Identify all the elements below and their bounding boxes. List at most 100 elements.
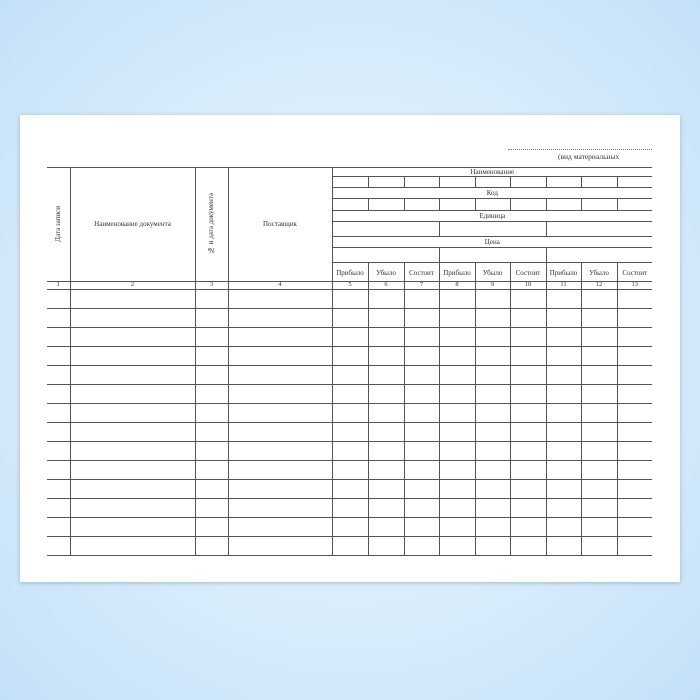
entry-cell[interactable] [474, 289, 511, 309]
entry-cell[interactable] [509, 403, 547, 423]
entry-cell[interactable] [474, 403, 511, 423]
entry-cell[interactable] [616, 441, 653, 461]
entry-cell[interactable] [616, 308, 653, 328]
entry-cell[interactable] [616, 479, 653, 499]
input-cell[interactable] [616, 176, 653, 188]
entry-cell[interactable] [580, 479, 618, 499]
entry-cell[interactable] [367, 384, 405, 404]
entry-cell[interactable] [194, 441, 229, 461]
input-cell[interactable] [438, 176, 476, 188]
entry-cell[interactable] [227, 365, 333, 385]
entry-cell[interactable] [69, 308, 196, 328]
entry-cell[interactable] [580, 289, 618, 309]
entry-cell[interactable] [47, 403, 71, 423]
entry-cell[interactable] [194, 308, 229, 328]
entry-cell[interactable] [616, 403, 653, 423]
entry-cell[interactable] [47, 536, 71, 556]
entry-cell[interactable] [438, 498, 476, 518]
entry-cell[interactable] [474, 384, 511, 404]
entry-cell[interactable] [403, 479, 440, 499]
entry-cell[interactable] [438, 289, 476, 309]
entry-cell[interactable] [367, 422, 405, 442]
entry-cell[interactable] [474, 422, 511, 442]
entry-cell[interactable] [331, 289, 369, 309]
input-cell[interactable] [509, 198, 547, 211]
entry-cell[interactable] [227, 327, 333, 347]
entry-cell[interactable] [69, 384, 196, 404]
entry-cell[interactable] [403, 403, 440, 423]
entry-cell[interactable] [509, 384, 547, 404]
entry-cell[interactable] [438, 308, 476, 328]
entry-cell[interactable] [403, 384, 440, 404]
entry-cell[interactable] [545, 536, 582, 556]
entry-cell[interactable] [403, 498, 440, 518]
entry-cell[interactable] [331, 365, 369, 385]
entry-cell[interactable] [403, 422, 440, 442]
entry-cell[interactable] [69, 422, 196, 442]
entry-cell[interactable] [545, 479, 582, 499]
entry-cell[interactable] [194, 346, 229, 366]
entry-cell[interactable] [580, 498, 618, 518]
entry-cell[interactable] [331, 498, 369, 518]
entry-cell[interactable] [616, 289, 653, 309]
entry-cell[interactable] [331, 422, 369, 442]
entry-cell[interactable] [438, 460, 476, 480]
entry-cell[interactable] [194, 365, 229, 385]
entry-cell[interactable] [580, 460, 618, 480]
entry-cell[interactable] [367, 498, 405, 518]
entry-cell[interactable] [331, 479, 369, 499]
entry-cell[interactable] [367, 441, 405, 461]
input-cell[interactable] [332, 221, 440, 237]
input-cell[interactable] [438, 221, 547, 237]
entry-cell[interactable] [545, 403, 582, 423]
entry-cell[interactable] [47, 460, 71, 480]
entry-cell[interactable] [616, 384, 653, 404]
entry-cell[interactable] [474, 441, 511, 461]
entry-cell[interactable] [47, 346, 71, 366]
input-cell[interactable] [580, 176, 618, 188]
entry-cell[interactable] [545, 289, 582, 309]
input-cell[interactable] [403, 176, 440, 188]
entry-cell[interactable] [69, 517, 196, 537]
entry-cell[interactable] [331, 536, 369, 556]
entry-cell[interactable] [331, 308, 369, 328]
entry-cell[interactable] [367, 289, 405, 309]
input-cell[interactable] [580, 198, 618, 211]
input-cell[interactable] [474, 176, 511, 188]
entry-cell[interactable] [616, 346, 653, 366]
entry-cell[interactable] [367, 365, 405, 385]
entry-cell[interactable] [47, 365, 71, 385]
entry-cell[interactable] [438, 403, 476, 423]
entry-cell[interactable] [227, 308, 333, 328]
entry-cell[interactable] [616, 536, 653, 556]
entry-cell[interactable] [545, 460, 582, 480]
entry-cell[interactable] [403, 327, 440, 347]
entry-cell[interactable] [69, 289, 196, 309]
entry-cell[interactable] [367, 479, 405, 499]
entry-cell[interactable] [545, 327, 582, 347]
entry-cell[interactable] [438, 365, 476, 385]
entry-cell[interactable] [438, 536, 476, 556]
entry-cell[interactable] [69, 498, 196, 518]
entry-cell[interactable] [194, 384, 229, 404]
entry-cell[interactable] [367, 346, 405, 366]
entry-cell[interactable] [438, 517, 476, 537]
entry-cell[interactable] [331, 441, 369, 461]
entry-cell[interactable] [227, 536, 333, 556]
entry-cell[interactable] [509, 536, 547, 556]
entry-cell[interactable] [403, 308, 440, 328]
entry-cell[interactable] [194, 517, 229, 537]
entry-cell[interactable] [616, 517, 653, 537]
entry-cell[interactable] [367, 517, 405, 537]
entry-cell[interactable] [194, 403, 229, 423]
entry-cell[interactable] [47, 308, 71, 328]
entry-cell[interactable] [227, 384, 333, 404]
entry-cell[interactable] [194, 479, 229, 499]
entry-cell[interactable] [331, 403, 369, 423]
entry-cell[interactable] [403, 365, 440, 385]
entry-cell[interactable] [47, 327, 71, 347]
entry-cell[interactable] [69, 479, 196, 499]
entry-cell[interactable] [509, 327, 547, 347]
entry-cell[interactable] [69, 441, 196, 461]
entry-cell[interactable] [616, 365, 653, 385]
